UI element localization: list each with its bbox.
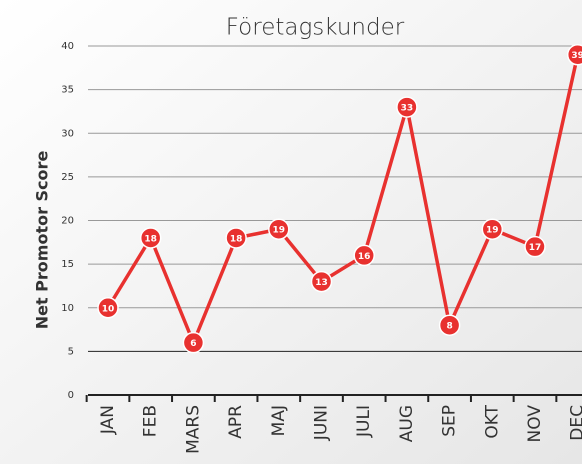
x-tick-label: MARS [183, 405, 203, 454]
y-tick-label: 10 [61, 303, 74, 314]
data-label: 33 [401, 104, 414, 114]
data-label: 18 [144, 234, 157, 244]
point [310, 270, 333, 293]
point [566, 43, 582, 66]
point [97, 297, 119, 319]
x-tick-label: JAN [98, 405, 118, 435]
x-tick-label: SEP [440, 405, 460, 437]
x-tick-label: APR [226, 405, 246, 439]
x-tick-label: MAJ [269, 405, 289, 436]
point [268, 218, 290, 240]
y-tick-label: 20 [61, 216, 74, 227]
point [524, 235, 546, 258]
y-tick-label: 5 [68, 346, 74, 357]
point [139, 227, 162, 249]
data-label: 19 [273, 226, 286, 236]
y-tick-label: 35 [61, 85, 74, 96]
chart-title: Företagskunder [226, 15, 405, 41]
x-tick-label: AUG [397, 405, 417, 442]
data-label: 6 [190, 339, 196, 349]
x-tick-label: NOV [525, 405, 545, 443]
y-axis-label: Net Promotor Score [33, 151, 52, 330]
x-tick-label: JULI [354, 405, 374, 438]
data-label: 18 [230, 234, 243, 244]
data-label: 13 [315, 278, 328, 288]
point [225, 227, 247, 249]
data-label: 8 [446, 322, 452, 332]
y-tick-label: 30 [61, 128, 74, 139]
point [396, 96, 418, 118]
x-tick-label: OKT [482, 404, 502, 438]
y-tick-label: 40 [61, 41, 74, 52]
data-label: 19 [486, 226, 499, 236]
y-tick-label: 15 [61, 259, 74, 270]
data-label: 39 [571, 51, 582, 61]
point [438, 314, 461, 336]
x-tick-label: DEC [568, 405, 582, 441]
data-label: 17 [529, 243, 542, 253]
data-label: 10 [102, 304, 115, 314]
point [182, 331, 205, 354]
data-label: 16 [358, 252, 371, 262]
y-tick-label: 25 [61, 172, 74, 183]
point [353, 244, 375, 267]
point [481, 218, 504, 240]
x-tick-label: JUNI [312, 405, 332, 441]
y-tick-label: 0 [68, 390, 74, 401]
x-tick-label: FEB [141, 405, 161, 437]
